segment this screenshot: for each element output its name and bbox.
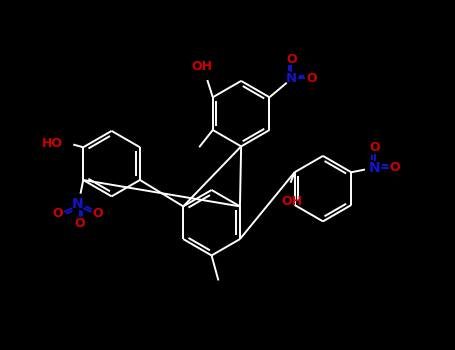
Text: O: O [75, 217, 86, 230]
Text: OH: OH [192, 60, 212, 73]
Text: O: O [306, 72, 317, 85]
Text: O: O [369, 141, 380, 154]
Text: N: N [369, 161, 381, 175]
Text: OH: OH [282, 195, 303, 208]
Text: N: N [72, 197, 84, 211]
Text: N: N [286, 72, 297, 85]
Text: O: O [286, 52, 297, 65]
Text: O: O [92, 207, 103, 220]
Text: HO: HO [42, 137, 63, 150]
Text: O: O [389, 161, 400, 174]
Text: O: O [52, 207, 63, 220]
